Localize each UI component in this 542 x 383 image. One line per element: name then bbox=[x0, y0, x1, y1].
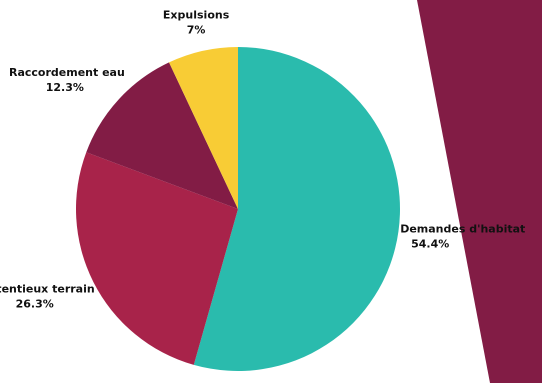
slice-value-demandes-d-habitat: 54.4% bbox=[411, 238, 449, 251]
pie-labels: Demandes d'habitat 54.4% Contentieux terra… bbox=[0, 9, 525, 311]
slice-value-contentieux-terrain: 26.3% bbox=[16, 298, 54, 311]
slice-label-contentieux-terrain: Contentieux terrain bbox=[0, 283, 95, 296]
pie-slices bbox=[75, 47, 400, 371]
pie-slice-raccordement-eau bbox=[86, 62, 238, 209]
slice-label-raccordement-eau: Raccordement eau bbox=[9, 66, 125, 79]
slice-label-expulsions: Expulsions bbox=[163, 9, 230, 22]
slice-value-expulsions: 7% bbox=[187, 24, 206, 37]
pie-slice-demandes-d-habitat bbox=[193, 47, 400, 371]
pie-slice-expulsions bbox=[169, 47, 238, 209]
slice-label-demandes-d-habitat: Demandes d'habitat bbox=[400, 223, 525, 236]
slice-value-raccordement-eau: 12.3% bbox=[46, 81, 84, 94]
pie-slice-contentieux-terrain bbox=[75, 152, 239, 365]
decorative-band bbox=[417, 0, 542, 383]
